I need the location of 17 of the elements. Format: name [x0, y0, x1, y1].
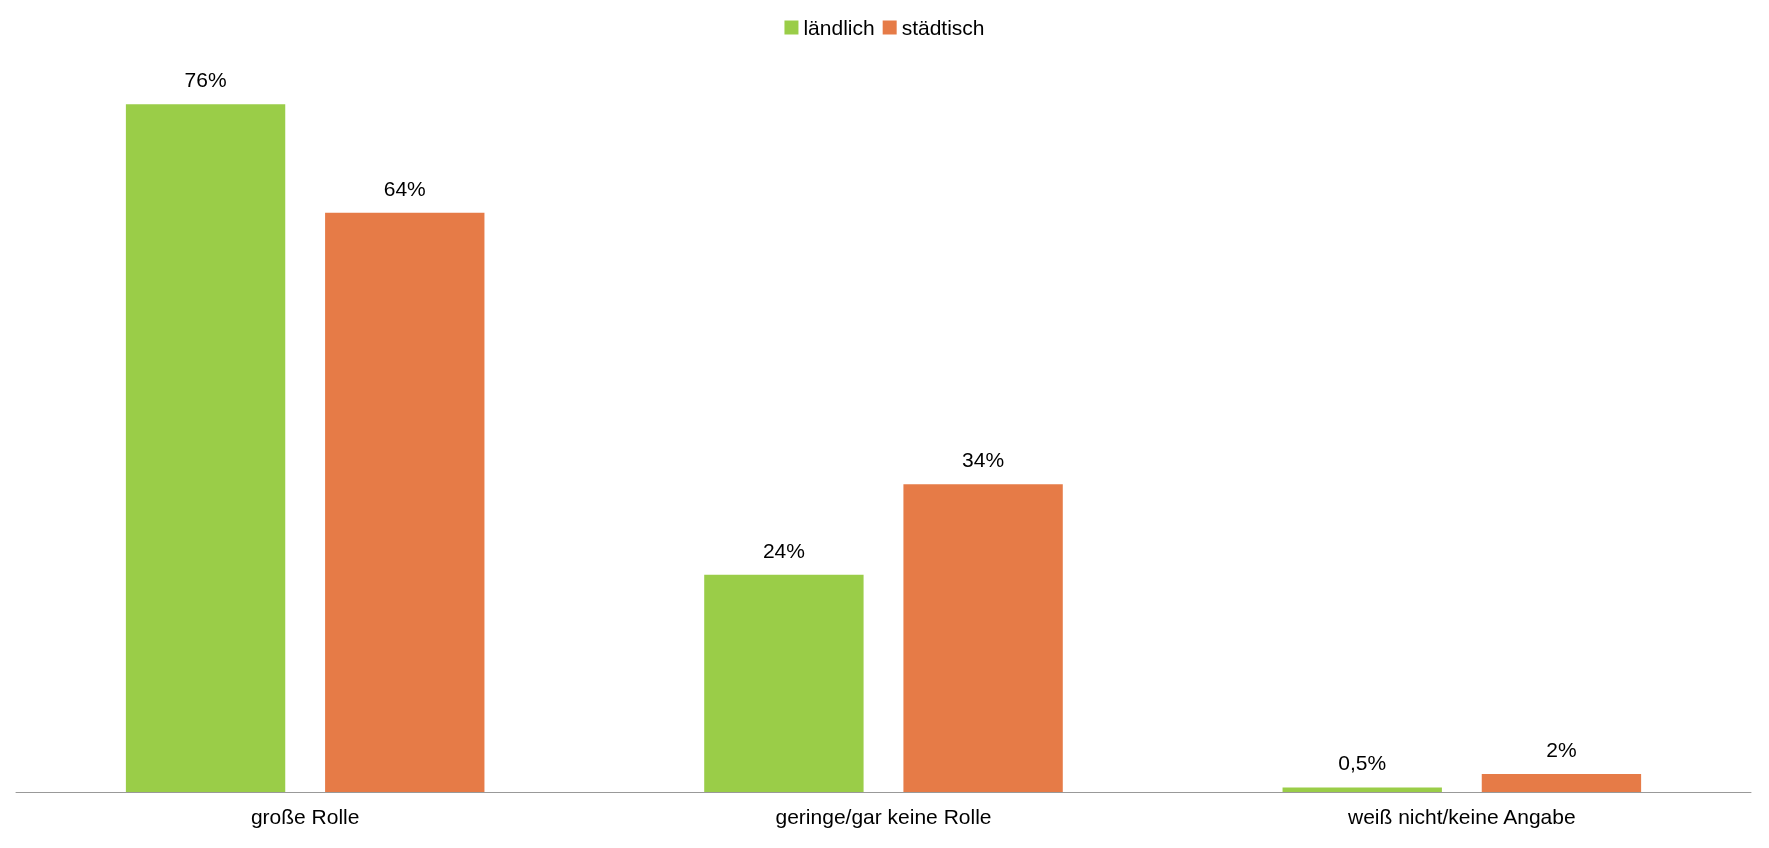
x-tick-label: große Rolle	[250, 805, 360, 828]
x-tick-label: weiß nicht/keine Angabe	[1347, 805, 1576, 828]
bar	[1282, 787, 1442, 792]
data-label: 0,5%	[1338, 751, 1387, 775]
bar	[1481, 773, 1642, 792]
data-label: 2%	[1546, 737, 1577, 761]
legend-label: ländlich	[803, 16, 875, 39]
data-label: 24%	[762, 538, 805, 562]
bar	[704, 574, 864, 792]
bar	[325, 212, 485, 792]
bar	[903, 484, 1063, 792]
data-label: 76%	[184, 68, 227, 92]
data-label: 64%	[383, 176, 426, 200]
bar	[125, 104, 286, 792]
legend-label: städtisch	[901, 16, 985, 39]
data-label: 34%	[962, 448, 1005, 472]
x-tick-label: geringe/gar keine Rolle	[775, 805, 992, 828]
